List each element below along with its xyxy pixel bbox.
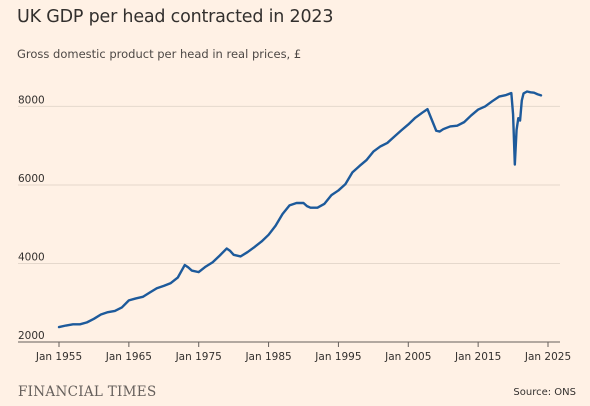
source-note: Source: ONS <box>513 387 576 398</box>
series-layer <box>57 90 543 329</box>
y-axis: 2000 4000 6000 8000 <box>18 94 45 342</box>
y-tick-label: 6000 <box>18 173 45 185</box>
y-tick-label: 4000 <box>18 251 45 263</box>
x-tick-label: Jan 1985 <box>244 351 291 363</box>
x-tick-label: Jan 1965 <box>105 351 152 363</box>
chart-subtitle: Gross domestic product per head in real … <box>17 47 302 61</box>
gdp-per-head-line <box>57 90 543 329</box>
grid-layer <box>18 105 560 343</box>
x-tick-label: Jan 1995 <box>314 351 361 363</box>
x-tick-label: Jan 1955 <box>35 351 82 363</box>
y-tick-label: 2000 <box>18 330 45 342</box>
ft-logo-text: FINANCIAL TIMES <box>18 384 157 400</box>
x-tick-label: Jan 2015 <box>454 351 501 363</box>
x-tick-label: Jan 2025 <box>524 351 571 363</box>
chart-title: UK GDP per head contracted in 2023 <box>17 7 334 27</box>
x-tick-label: Jan 1975 <box>175 351 222 363</box>
x-axis: Jan 1955 Jan 1965 Jan 1975 Jan 1985 Jan 1995… <box>35 342 571 363</box>
x-tick-label: Jan 2005 <box>384 351 431 363</box>
y-tick-label: 8000 <box>18 94 45 106</box>
